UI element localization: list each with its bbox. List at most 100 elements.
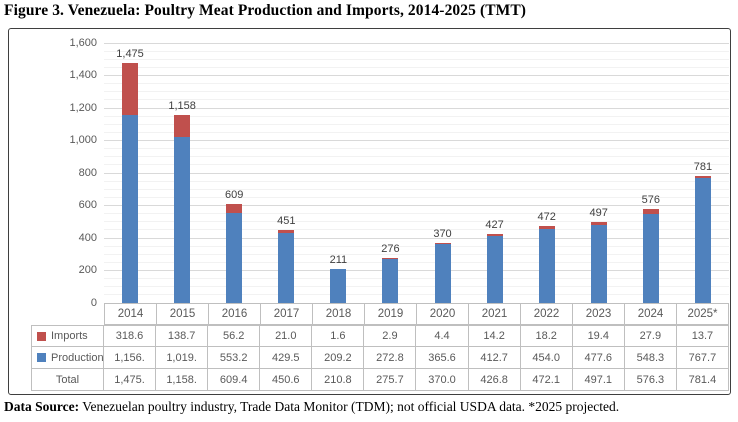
table-cell: 1,475. [104,369,157,391]
minor-gridline [104,180,729,182]
minor-gridline [104,123,729,125]
table-cell: 412.7 [468,347,521,369]
minor-gridline [104,213,729,215]
bar-stack [538,226,555,303]
major-gridline [104,75,729,76]
bar-segment-production [174,137,191,303]
table-cell: 209.2 [312,347,365,369]
y-tick-label: 1,200 [69,101,97,114]
minor-gridline [104,253,729,255]
bar-segment-production [434,243,451,303]
bar-total-label: 451 [277,214,296,227]
row-label-text: Imports [51,330,88,342]
bar-stack [486,233,503,303]
bar-group: 370 [416,43,468,303]
major-gridline [104,107,729,109]
bar-total-label: 472 [537,211,556,224]
x-axis-cell: 2018 [313,303,365,325]
bar-stack [122,63,139,303]
minor-gridline [104,164,729,166]
x-axis-cell: 2019 [365,303,417,325]
major-gridline [104,205,729,206]
minor-gridline [104,245,729,247]
minor-gridline [104,58,729,60]
data-table: Imports 318.6 138.7 56.2 21.0 1.6 2.9 4.4 14.2 18… [31,325,729,391]
bar-segment-production [382,258,399,303]
chart-frame: 0 200 400 600 800 1,000 1,200 1,400 1,600 1,475 1… [8,28,731,395]
y-axis: 0 200 400 600 800 1,000 1,200 1,400 1,600 [9,37,97,309]
row-label: Production [31,347,104,369]
table-cell: 18.2 [520,325,573,347]
bar-stack [174,114,191,303]
bar-segment-imports [434,242,451,244]
footer-label: Data Source: [4,399,80,414]
bar-segment-production [642,213,659,303]
minor-gridline [104,83,729,85]
table-cell: 21.0 [260,325,313,347]
table-cell: 767.7 [676,347,729,369]
bar-group: 781 [677,43,729,303]
bar-segment-production [278,233,295,303]
bar-stack [278,229,295,303]
bar-segment-production [122,115,139,303]
y-tick-label: 0 [90,296,97,309]
x-axis-cell: 2020 [417,303,469,325]
x-axis-cell: 2016 [209,303,261,325]
table-cell: 210.8 [312,369,365,391]
table-cell: 272.8 [364,347,417,369]
minor-gridline [104,131,729,133]
y-tick-label: 1,600 [69,36,97,49]
x-axis-cell: 2014 [104,303,157,325]
table-cell: 318.6 [104,325,157,347]
bars-layer: 1,475 1,158 609 451 211 276 370 427 472 497 576 781 [104,43,729,303]
bar-segment-production [590,225,607,303]
bar-group: 427 [469,43,521,303]
table-cell: 1,158. [156,369,209,391]
minor-gridline [104,148,729,150]
bar-total-label: 276 [381,243,400,256]
minor-gridline [104,221,729,223]
x-axis-cell: 2023 [573,303,625,325]
table-cell: 2.9 [364,325,417,347]
footer-note: Data Source: Venezuelan poultry industry… [4,399,736,415]
y-tick-label: 1,000 [69,134,97,146]
minor-gridline [104,261,729,263]
bar-segment-imports [590,222,607,226]
x-axis-row: 2014 2015 2016 2017 2018 2019 2020 2021 2022 2023… [104,303,729,325]
y-tick-label: 200 [78,264,97,276]
bar-segment-imports [486,233,503,236]
bar-stack [330,268,347,303]
minor-gridline [104,229,729,231]
bar-total-label: 1,158 [168,99,196,112]
row-label-text: Total [55,373,80,386]
table-cell: 450.6 [260,369,313,391]
table-cell: 477.6 [572,347,625,369]
table-cell: 370.0 [416,369,469,391]
table-cell: 426.8 [468,369,521,391]
table-cell: 472.1 [520,369,573,391]
bar-stack [382,258,399,303]
minor-gridline [104,278,729,280]
bar-stack [226,203,243,303]
bar-segment-production [694,178,711,303]
bar-total-label: 1,475 [116,48,144,61]
bar-segment-production [538,229,555,303]
table-cell: 553.2 [208,347,261,369]
bar-segment-imports [538,226,555,230]
bar-group: 576 [625,43,677,303]
bar-total-label: 211 [329,253,348,266]
y-tick-label: 800 [78,166,97,179]
bar-segment-imports [122,63,139,116]
bar-stack [590,222,607,303]
figure-title: Figure 3. Venezuela: Poultry Meat Produc… [4,2,527,19]
table-cell: 1.6 [312,325,365,347]
bar-total-label: 576 [641,194,660,207]
table-cell: 497.1 [572,369,625,391]
bar-group: 609 [208,43,260,303]
bar-segment-imports [278,229,295,234]
x-axis-cell: 2024 [625,303,677,325]
row-label: Total [31,369,104,391]
bar-stack [434,242,451,303]
minor-gridline [104,156,729,158]
table-cell: 4.4 [416,325,469,347]
